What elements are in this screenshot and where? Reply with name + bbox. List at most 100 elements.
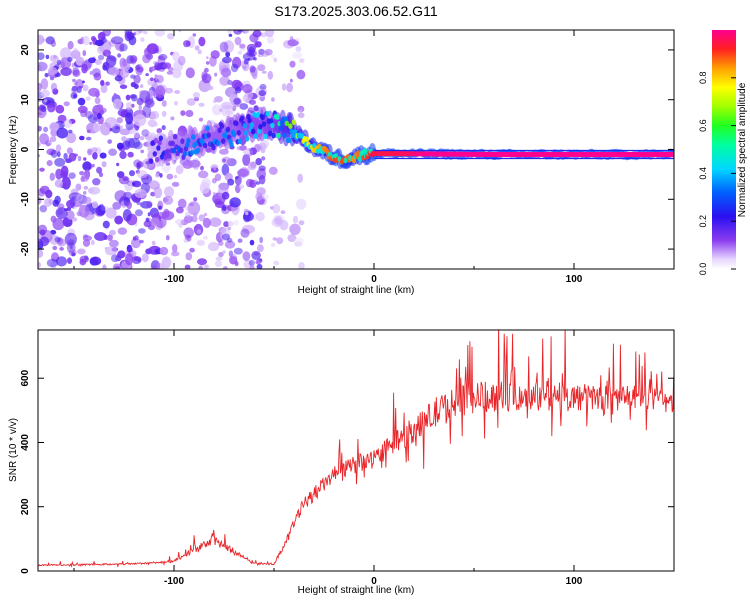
spectrogram-noise-blob <box>80 109 88 118</box>
spectrogram-blobs <box>38 30 674 269</box>
spectrogram-noise-blob <box>207 85 214 91</box>
spectrogram-noise-blob <box>66 199 75 209</box>
spectrogram-ridge-core <box>206 132 211 138</box>
spectrogram-noise-blob <box>117 227 128 235</box>
spectrogram-ridge-core <box>288 123 293 129</box>
spectrogram-noise-blob <box>44 198 52 208</box>
spectrogram-y-tick-label: -20 <box>20 241 31 256</box>
spectrogram-ridge-core <box>234 120 239 127</box>
spectrogram-noise-blob <box>255 157 262 166</box>
spectrogram-noise-blob <box>221 191 230 200</box>
snr-y-tick-label: 200 <box>20 498 31 515</box>
spectrogram-noise-blob <box>257 64 266 72</box>
spectrogram-noise-blob <box>233 97 241 105</box>
spectrogram-noise-blob <box>167 33 175 40</box>
snr-x-tick-label: -100 <box>164 576 184 587</box>
spectrogram-ridge-core <box>267 130 273 137</box>
spectrogram-noise-blob <box>46 160 53 167</box>
spectrogram-noise-blob <box>161 125 166 131</box>
spectrogram-noise-blob <box>249 239 255 246</box>
spectrogram-noise-blob <box>215 256 223 261</box>
spectrogram-noise-blob <box>56 59 62 66</box>
spectrogram-noise-blob <box>130 74 136 79</box>
spectrogram-noise-blob <box>102 264 107 269</box>
spectrogram-noise-blob <box>149 179 159 188</box>
spectrogram-noise-blob <box>150 260 160 269</box>
spectrogram-noise-blob <box>66 210 75 220</box>
spectrogram-noise-blob <box>276 237 284 245</box>
spectrogram-noise-blob <box>222 250 226 254</box>
spectrogram-noise-blob <box>82 84 89 92</box>
spectrogram-noise-blob <box>91 200 98 209</box>
spectrogram-noise-blob <box>40 78 49 90</box>
spectrogram-noise-blob <box>185 109 194 118</box>
spectrogram-noise-blob <box>176 206 184 214</box>
spectrogram-noise-blob <box>231 79 242 90</box>
spectrogram-noise-blob <box>237 50 242 55</box>
spectrogram-noise-blob <box>198 214 206 222</box>
spectrogram-ridge-core <box>182 151 187 157</box>
spectrogram-noise-blob <box>151 240 156 246</box>
spectrogram-noise-blob <box>192 33 197 37</box>
spectrogram-noise-blob <box>97 203 106 215</box>
spectrogram-noise-blob <box>78 204 90 218</box>
spectrogram-noise-blob <box>54 179 64 188</box>
spectrogram-noise-blob <box>38 104 45 112</box>
spectrogram-noise-blob <box>182 159 194 169</box>
spectrogram-ridge-core <box>269 118 274 124</box>
spectrogram-noise-blob <box>46 258 59 268</box>
spectrogram-noise-blob <box>65 222 69 227</box>
spectrogram-noise-blob <box>271 97 275 102</box>
spectrogram-noise-blob <box>104 117 118 129</box>
spectrogram-noise-blob <box>131 237 141 249</box>
spectrogram-noise-blob <box>83 185 89 190</box>
spectrogram-ridge-core <box>260 114 265 121</box>
spectrogram-noise-blob <box>84 255 89 261</box>
spectrogram-noise-blob <box>208 241 220 252</box>
spectrogram-noise-blob <box>66 132 77 144</box>
spectrogram-noise-blob <box>214 198 222 205</box>
spectrogram-ridge-core <box>203 142 208 149</box>
spectrogram-noise-blob <box>267 70 274 80</box>
spectrogram-noise-blob <box>214 173 222 182</box>
spectrogram-noise-blob <box>66 147 73 155</box>
spectrogram-noise-blob <box>66 242 76 254</box>
spectrogram-ridge-core <box>219 123 225 129</box>
snr-x-tick-label: 100 <box>566 576 583 587</box>
spectrogram-noise-blob <box>248 259 255 267</box>
spectrogram-noise-blob <box>90 35 96 42</box>
spectrogram-noise-blob <box>280 210 286 215</box>
spectrogram-noise-blob <box>40 38 47 42</box>
spectrogram-noise-blob <box>259 83 267 90</box>
spectrogram-noise-blob <box>110 36 124 45</box>
spectrogram-noise-blob <box>71 63 75 68</box>
spectrogram-ridge-core <box>287 137 292 144</box>
spectrogram-noise-blob <box>97 46 104 54</box>
spectrogram-noise-blob <box>286 82 293 93</box>
spectrogram-ridge-core <box>157 139 162 146</box>
snr-x-axis-title: Height of straight line (km) <box>298 585 415 596</box>
spectrogram-noise-blob <box>175 218 185 225</box>
spectrogram-y-tick-label: 10 <box>20 94 31 106</box>
spectrogram-noise-blob <box>116 142 124 150</box>
spectrogram-noise-blob <box>75 79 84 90</box>
spectrogram-noise-blob <box>102 220 110 229</box>
spectrogram-noise-blob <box>299 109 303 113</box>
spectrogram-noise-blob <box>109 229 116 236</box>
spectrogram-ridge-core <box>152 151 157 157</box>
spectrogram-noise-blob <box>272 237 278 241</box>
spectrogram-noise-blob <box>119 125 124 130</box>
spectrogram-noise-blob <box>155 173 160 178</box>
spectrogram-noise-blob <box>146 43 159 55</box>
spectrogram-noise-blob <box>238 167 250 178</box>
spectrogram-noise-blob <box>96 104 104 111</box>
spectrogram-noise-blob <box>247 161 257 171</box>
spectrogram-noise-blob <box>100 80 105 86</box>
spectrogram-noise-blob <box>255 181 260 185</box>
spectrogram-noise-blob <box>171 243 178 253</box>
spectrogram-noise-blob <box>83 191 87 195</box>
spectrogram-noise-blob <box>94 97 101 105</box>
spectrogram-noise-blob <box>138 228 146 234</box>
spectrogram-noise-blob <box>136 170 148 179</box>
spectrogram-noise-blob <box>45 143 51 147</box>
